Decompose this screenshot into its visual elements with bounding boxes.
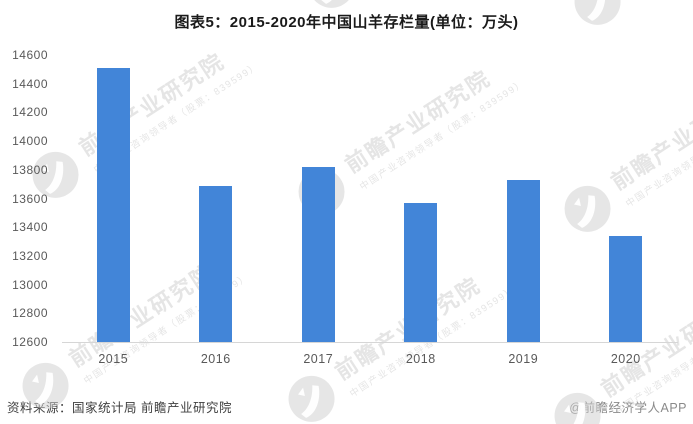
y-tick-label: 13200 — [12, 248, 48, 263]
chart-title: 图表5：2015-2020年中国山羊存栏量(单位：万头) — [174, 14, 519, 31]
y-tick-label: 13600 — [12, 191, 48, 206]
x-tick-label-2017: 2017 — [303, 352, 334, 366]
x-tick-label-2018: 2018 — [405, 352, 436, 366]
y-tick-label: 13000 — [12, 277, 48, 292]
x-tick-label-2020: 2020 — [610, 352, 641, 366]
bar-2015 — [96, 67, 130, 342]
x-tick-label-2016: 2016 — [200, 352, 231, 366]
x-tick-label-2019: 2019 — [508, 352, 539, 366]
bar-2016 — [199, 185, 233, 342]
bar-2018 — [404, 202, 438, 342]
bar-2017 — [301, 166, 335, 342]
y-tick-label: 12800 — [12, 306, 48, 321]
y-tick-label: 12600 — [12, 335, 48, 349]
y-tick-label: 13400 — [12, 220, 48, 235]
y-tick-label: 14000 — [12, 134, 48, 149]
y-tick-label: 14600 — [12, 48, 48, 62]
x-axis-line — [62, 342, 678, 343]
y-tick-label: 13800 — [12, 162, 48, 177]
bar-2019 — [506, 179, 540, 342]
y-tick-label: 14400 — [12, 76, 48, 91]
y-tick-label: 14200 — [12, 105, 48, 120]
x-tick-label-2015: 2015 — [98, 352, 129, 366]
bar-2020 — [609, 235, 643, 342]
